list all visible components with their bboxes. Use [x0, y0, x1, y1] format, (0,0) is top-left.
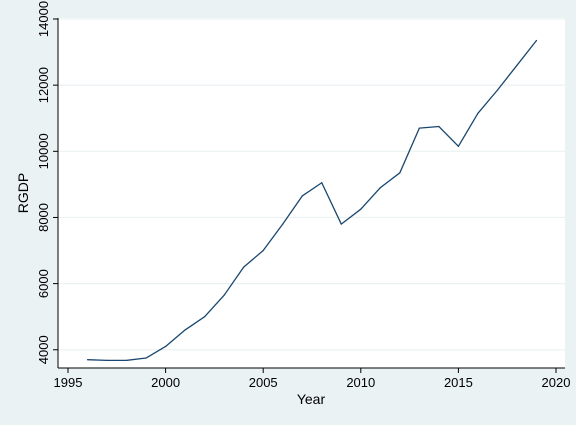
- data-point: [184, 329, 186, 331]
- x-tick-label: 2000: [151, 375, 180, 390]
- y-axis-label: RGDP: [15, 173, 31, 213]
- data-point: [516, 64, 518, 66]
- plot-area: [58, 18, 565, 368]
- data-point: [145, 357, 147, 359]
- x-tick-label: 2005: [249, 375, 278, 390]
- data-point: [106, 359, 108, 361]
- y-tick-label: 10000: [36, 133, 51, 169]
- data-point: [457, 145, 459, 147]
- data-point: [418, 127, 420, 129]
- data-point: [262, 249, 264, 252]
- data-point: [535, 39, 538, 42]
- y-tick-label: 4000: [36, 335, 51, 364]
- x-tick-label: 2015: [444, 375, 473, 390]
- data-point: [360, 208, 362, 210]
- y-tick-label: 8000: [36, 203, 51, 232]
- y-tick-label: 14000: [36, 1, 51, 37]
- data-point: [165, 345, 167, 348]
- data-point: [243, 266, 245, 268]
- axis-ticks: 4000 6000 8000 10000 12000 14000 1995 2000 2005 2…: [36, 1, 570, 390]
- data-point: [204, 316, 206, 318]
- y-tick-label: 12000: [36, 67, 51, 103]
- data-point: [477, 112, 479, 114]
- data-point: [301, 195, 303, 197]
- data-point: [340, 223, 342, 225]
- data-point: [282, 223, 284, 225]
- data-point: [125, 359, 128, 361]
- x-tick-label: 1995: [54, 375, 83, 390]
- data-point: [321, 182, 323, 184]
- data-point: [379, 187, 381, 189]
- y-tick-label: 6000: [36, 269, 51, 298]
- x-axis-label: Year: [297, 391, 326, 407]
- data-point: [399, 172, 401, 174]
- series-line: [87, 40, 537, 362]
- data-point: [496, 89, 499, 91]
- gridlines: [58, 18, 565, 351]
- x-tick-label: 2010: [346, 375, 375, 390]
- series-layer: [86, 39, 538, 362]
- data-point: [86, 359, 89, 361]
- x-tick-label: 2020: [542, 375, 571, 390]
- data-point: [438, 125, 440, 128]
- data-point: [223, 294, 225, 296]
